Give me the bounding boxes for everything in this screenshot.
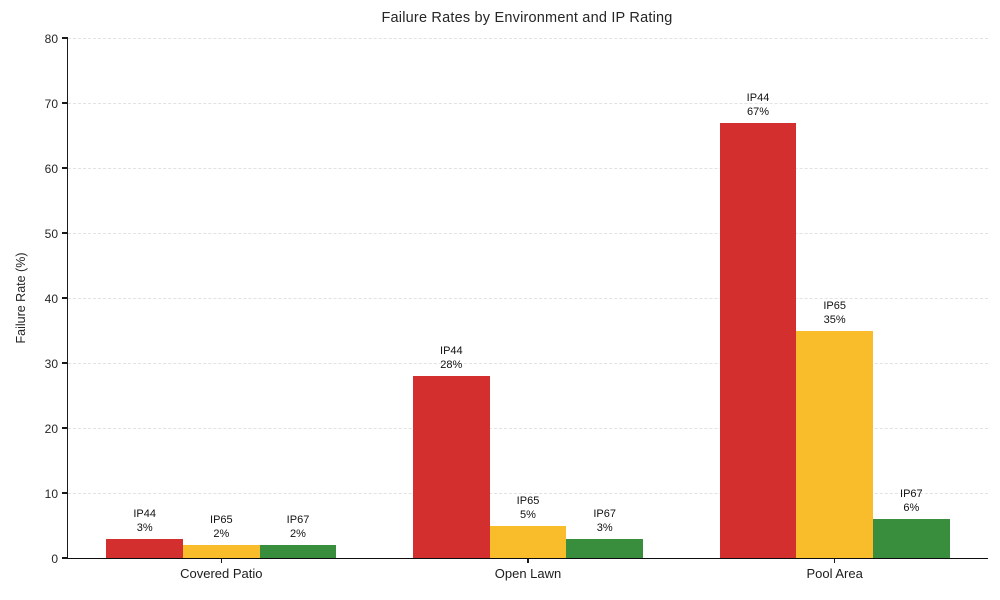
bar-label-line: IP44: [133, 507, 156, 520]
bar-label-line: IP44: [440, 345, 463, 357]
plot-area: 0 10 20 30 40 50 60 70 80 Covered Patio IP44 3% IP65…: [45, 32, 988, 581]
chart-title: Failure Rates by Environment and IP Rati…: [381, 10, 673, 26]
bar-ip65-covered-patio: [183, 545, 260, 558]
bar-label-line: IP65: [823, 299, 846, 312]
y-tick-label: 0: [51, 551, 58, 566]
bar-ip65-open-lawn: [489, 525, 567, 558]
y-tick-label: 70: [44, 96, 58, 111]
bar-label-line: 2%: [213, 528, 230, 540]
bar-ip44-pool-area: [719, 122, 797, 558]
bar-label-ip44-open-lawn: IP44 28%: [440, 344, 463, 372]
bar-label-ip67-open-lawn: IP67 3%: [593, 507, 616, 535]
bar-label-line: 3%: [596, 521, 613, 534]
x-tick-mark: [527, 559, 529, 563]
bar-label-line: IP67: [286, 514, 310, 526]
y-tick-mark: [62, 232, 68, 234]
bar-label-ip67-pool-area: IP67 6%: [900, 487, 923, 515]
bar-label-line: 3%: [136, 521, 153, 534]
y-tick-label: 40: [44, 291, 58, 306]
y-tick-label: 60: [44, 161, 58, 176]
y-gridline: [68, 492, 988, 494]
bar-label-line: 2%: [290, 528, 306, 540]
x-tick-mark: [220, 559, 222, 563]
y-tick-label: 30: [44, 356, 58, 371]
y-tick-mark: [62, 297, 68, 299]
y-tick-label: 80: [44, 31, 58, 46]
y-tick-label: 50: [44, 226, 58, 241]
bar-label-line: IP67: [593, 507, 616, 520]
bar-label-line: IP65: [210, 514, 233, 526]
y-gridline: [68, 102, 988, 104]
bar-ip44-open-lawn: [413, 376, 490, 558]
y-gridline: [68, 362, 988, 364]
y-tick-mark: [62, 167, 68, 169]
y-gridline: [68, 232, 988, 234]
y-gridline: [68, 297, 988, 299]
y-tick-mark: [62, 37, 68, 39]
bar-ip65-pool-area: [796, 330, 873, 558]
bar-label-ip44-covered-patio: IP44 3%: [133, 507, 156, 535]
x-tick-label-open-lawn: Open Lawn: [494, 566, 562, 581]
y-tick-label: 10: [44, 486, 58, 501]
bar-label-line: 35%: [823, 313, 846, 326]
bar-label-line: IP44: [746, 91, 770, 104]
y-tick-mark: [62, 427, 68, 429]
bar-label-ip65-covered-patio: IP65 2%: [210, 513, 233, 541]
y-tick-mark: [62, 102, 68, 104]
y-gridline: [68, 427, 988, 429]
bar-ip67-covered-patio: [259, 545, 337, 558]
y-tick-mark: [62, 362, 68, 364]
bar-label-ip44-pool-area: IP44 67%: [747, 91, 770, 119]
bar-label-line: 28%: [440, 359, 463, 371]
y-tick-label: 20: [44, 421, 58, 436]
y-tick-mark: [62, 557, 68, 559]
bar-label-line: IP65: [516, 494, 540, 507]
bar-label-line: IP67: [900, 488, 923, 500]
y-gridline: [68, 37, 988, 39]
bar-label-line: 6%: [903, 502, 920, 514]
y-gridline: [68, 167, 988, 169]
bar-label-ip67-covered-patio: IP67 2%: [287, 513, 310, 541]
x-tick-label-pool-area: Pool Area: [806, 566, 863, 581]
bar-label-ip65-pool-area: IP65 35%: [823, 299, 846, 327]
bar-label-ip65-open-lawn: IP65 5%: [517, 494, 540, 522]
bar-label-line: 67%: [746, 105, 770, 118]
bar-ip67-pool-area: [873, 519, 950, 558]
x-tick-mark: [834, 559, 836, 563]
bar-label-line: 5%: [520, 508, 536, 521]
y-tick-mark: [62, 492, 68, 494]
bar-ip67-open-lawn: [566, 538, 643, 558]
bar-ip44-covered-patio: [106, 538, 183, 558]
x-tick-label-covered-patio: Covered Patio: [180, 566, 263, 581]
